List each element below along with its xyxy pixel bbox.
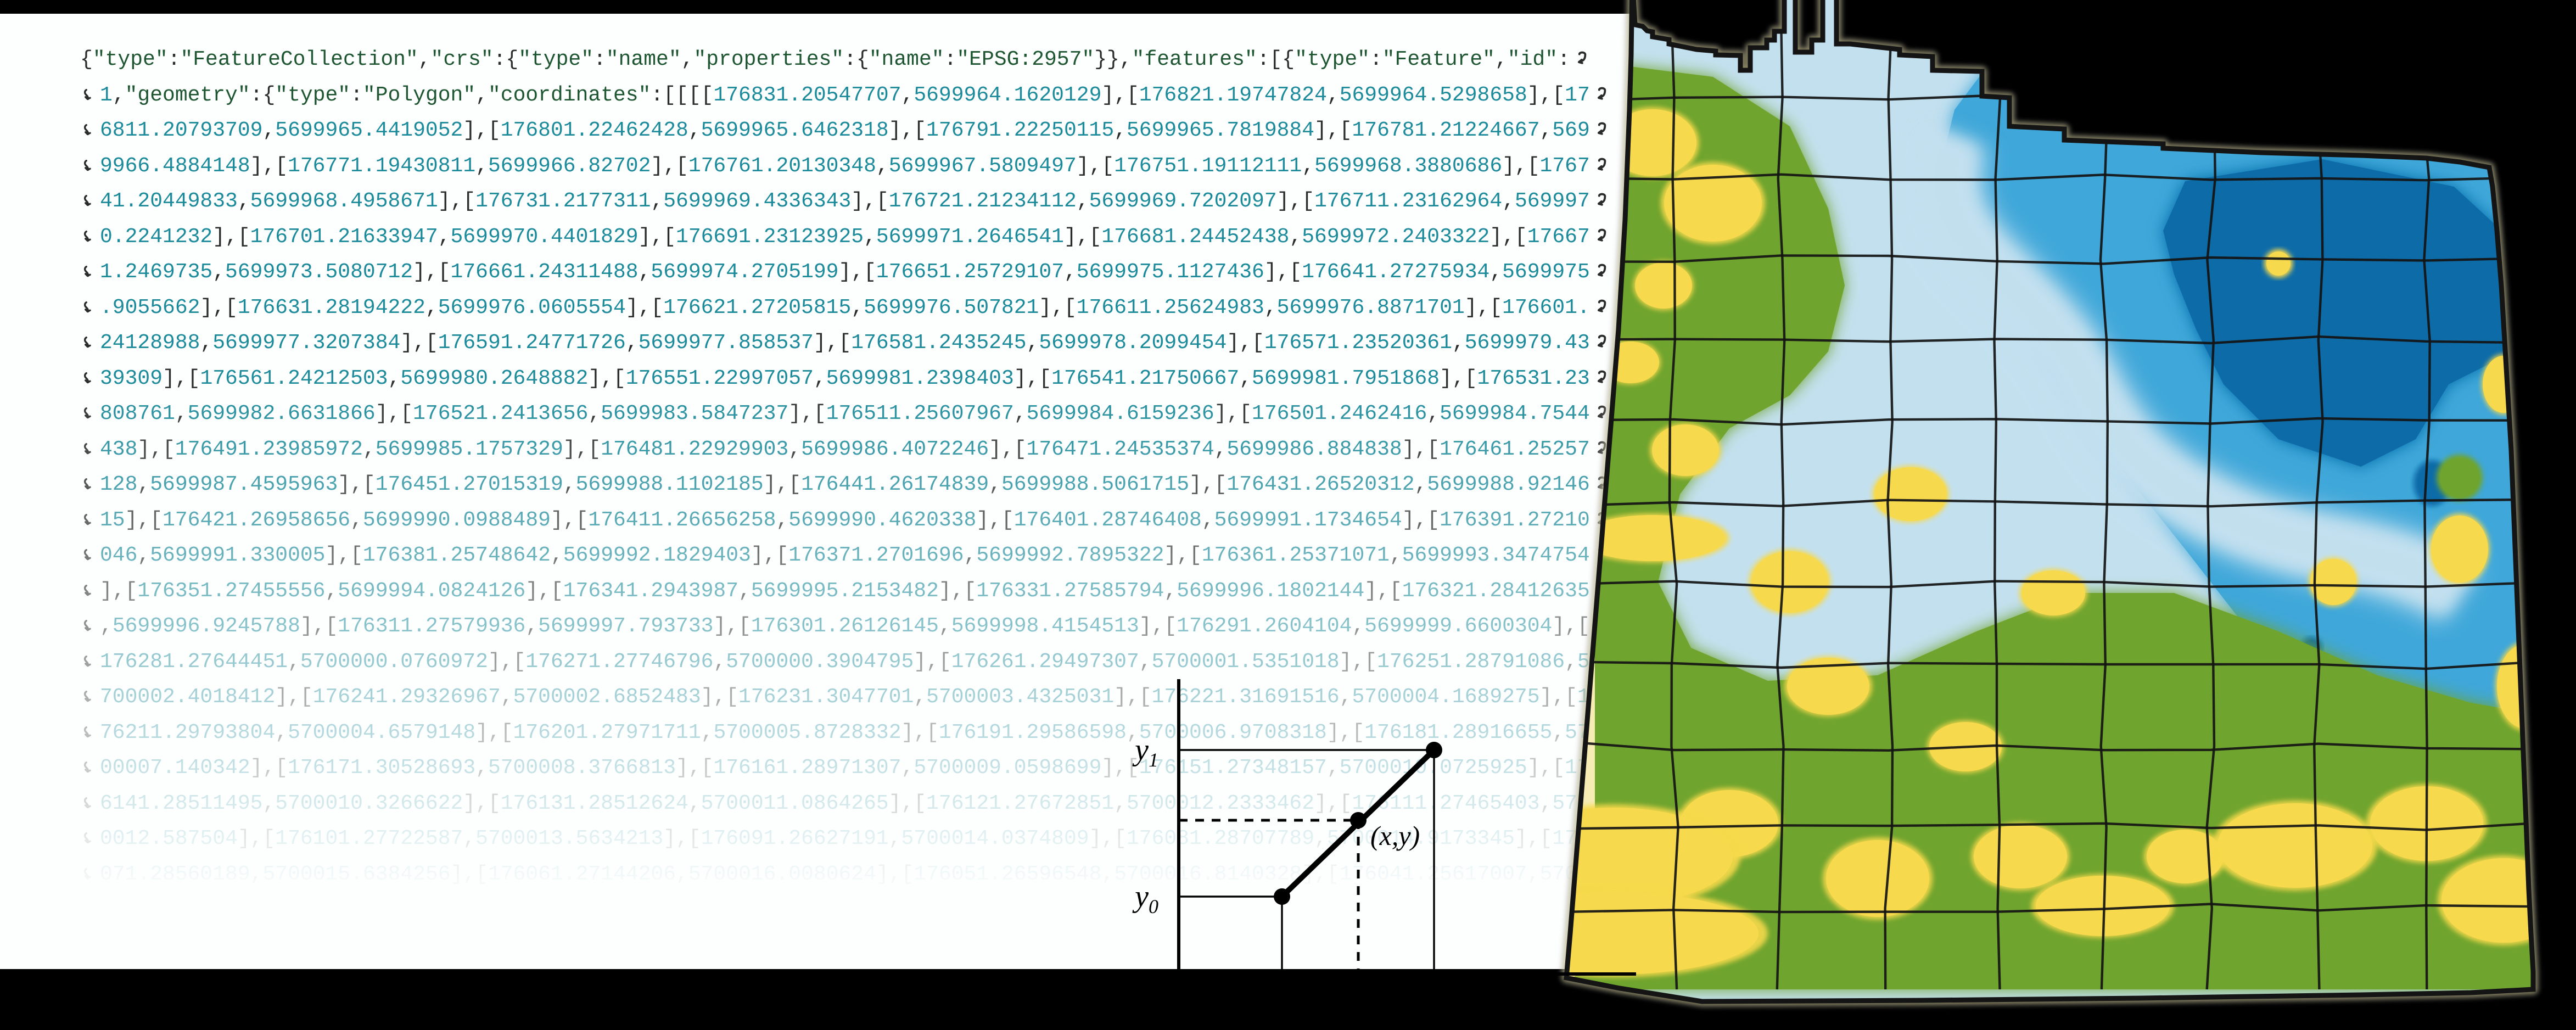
svg-text:(x,y): (x,y): [1370, 820, 1420, 851]
svg-text:y0: y0: [1132, 880, 1158, 917]
svg-text:y1: y1: [1132, 733, 1158, 771]
